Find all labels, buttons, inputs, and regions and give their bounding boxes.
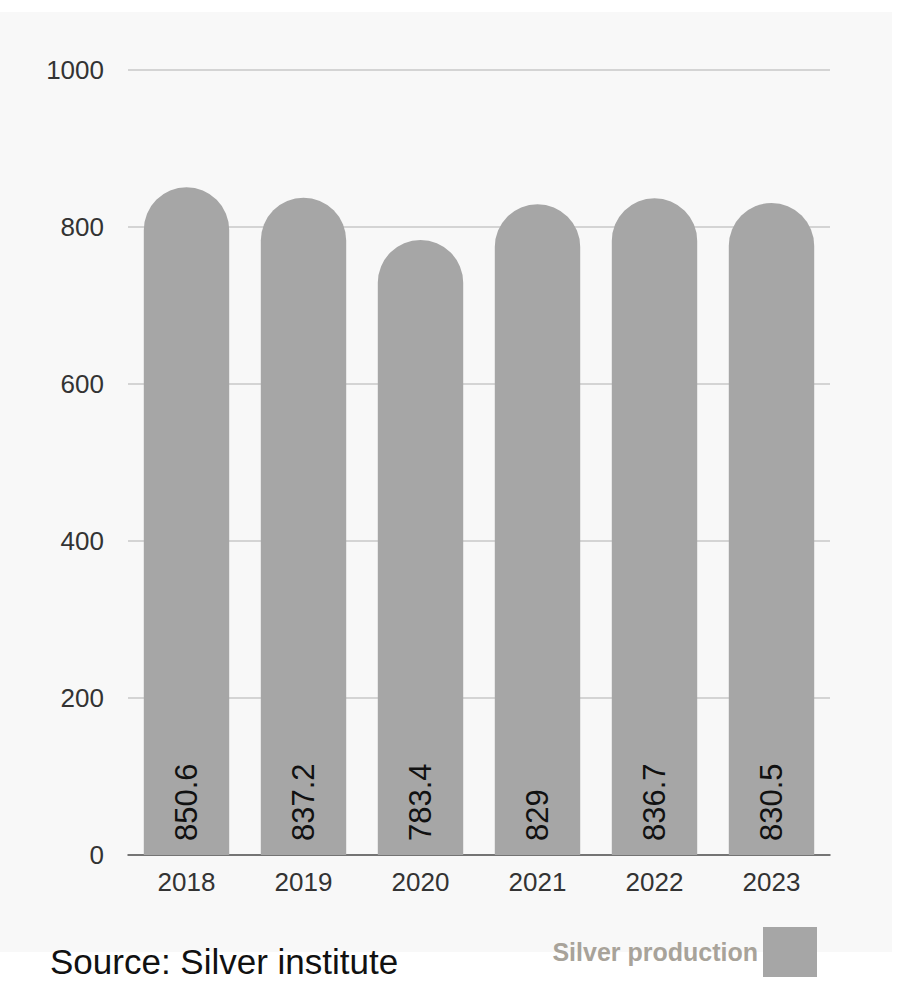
svg-text:0: 0: [90, 840, 104, 870]
svg-text:200: 200: [61, 683, 104, 713]
svg-text:800: 800: [61, 212, 104, 242]
svg-text:850.6: 850.6: [169, 763, 204, 841]
svg-text:2018: 2018: [158, 867, 216, 897]
svg-text:Silver production: Silver production: [552, 938, 758, 966]
svg-text:2020: 2020: [392, 867, 450, 897]
svg-text:837.2: 837.2: [286, 763, 321, 841]
svg-text:2021: 2021: [509, 867, 567, 897]
svg-text:2022: 2022: [626, 867, 684, 897]
svg-text:1000: 1000: [46, 55, 104, 85]
svg-text:836.7: 836.7: [637, 763, 672, 841]
svg-text:400: 400: [61, 526, 104, 556]
svg-text:2019: 2019: [275, 867, 333, 897]
svg-text:2023: 2023: [743, 867, 801, 897]
svg-text:600: 600: [61, 369, 104, 399]
svg-text:783.4: 783.4: [403, 763, 438, 841]
svg-text:829: 829: [520, 789, 555, 841]
svg-text:830.5: 830.5: [754, 763, 789, 841]
svg-text:Source: Silver institute: Source: Silver institute: [50, 942, 398, 981]
